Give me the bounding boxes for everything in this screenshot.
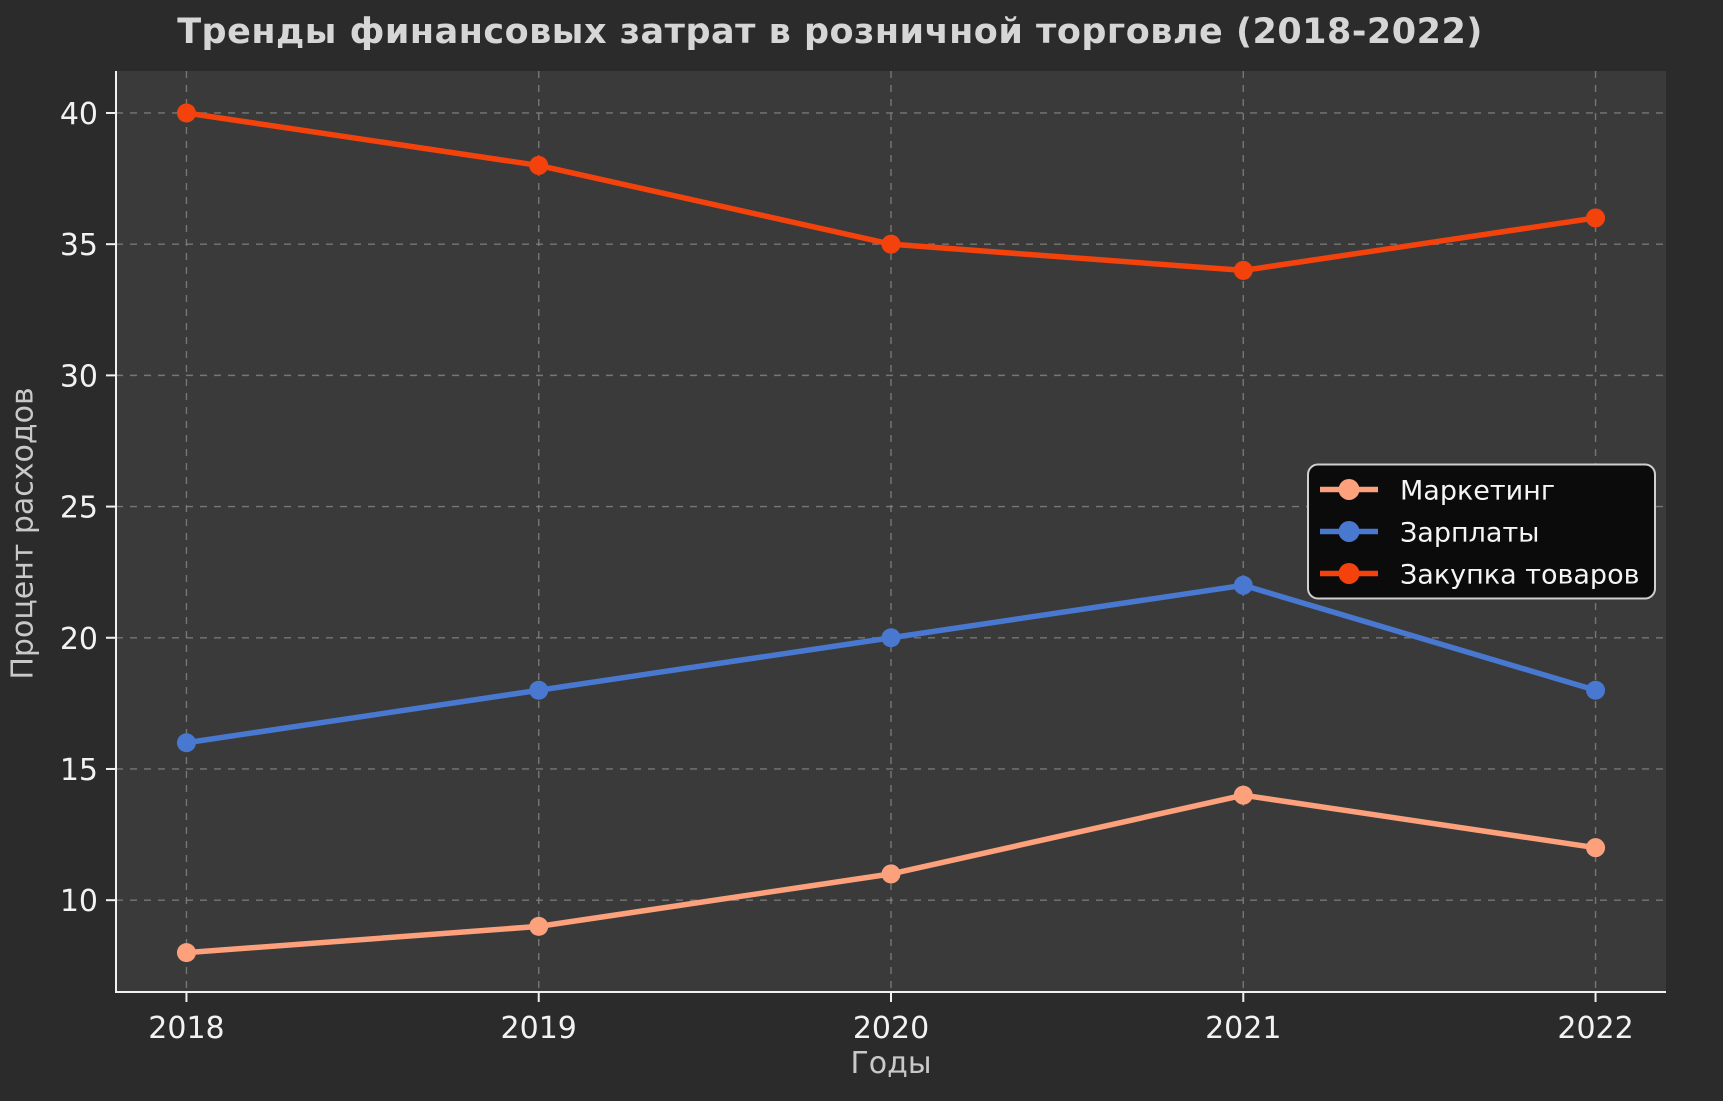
data-point xyxy=(1586,680,1606,700)
data-point xyxy=(529,155,549,175)
data-point xyxy=(176,103,196,123)
legend-swatch-marker xyxy=(1338,479,1360,500)
data-point xyxy=(176,733,196,753)
x-tick-label: 2020 xyxy=(853,1011,929,1046)
data-point xyxy=(529,916,549,936)
data-point xyxy=(881,864,901,884)
data-point xyxy=(176,943,196,963)
data-point xyxy=(1586,838,1606,858)
data-point xyxy=(881,628,901,648)
legend-label: Маркетинг xyxy=(1400,476,1555,507)
y-tick-label: 40 xyxy=(60,97,98,132)
legend-item: Зарплаты xyxy=(1320,518,1540,549)
data-point xyxy=(1233,785,1253,805)
y-tick-label: 20 xyxy=(60,622,98,657)
legend-label: Зарплаты xyxy=(1400,518,1540,549)
legend-item: Маркетинг xyxy=(1320,476,1555,507)
legend: Маркетинг Зарплаты Закупка товаров xyxy=(1307,463,1656,600)
legend-box xyxy=(1307,463,1656,600)
data-point xyxy=(1586,208,1606,228)
x-tick-label: 2018 xyxy=(148,1011,224,1046)
legend-label: Закупка товаров xyxy=(1400,560,1640,591)
y-tick-label: 25 xyxy=(60,491,98,526)
data-point xyxy=(1233,260,1253,280)
legend-item: Закупка товаров xyxy=(1320,560,1640,591)
x-tick-label: 2022 xyxy=(1557,1011,1633,1046)
y-tick-label: 15 xyxy=(60,753,98,788)
data-point xyxy=(1233,575,1253,595)
x-tick-label: 2021 xyxy=(1205,1011,1281,1046)
legend-swatch-marker xyxy=(1338,521,1360,542)
data-point xyxy=(881,234,901,254)
chart-title: Тренды финансовых затрат в розничной тор… xyxy=(177,12,1483,52)
data-point xyxy=(529,680,549,700)
legend-swatch-marker xyxy=(1338,563,1360,584)
x-tick-label: 2019 xyxy=(501,1011,577,1046)
y-tick-label: 10 xyxy=(60,884,98,919)
x-axis-label: Годы xyxy=(850,1046,932,1081)
y-axis-label: Процент расходов xyxy=(5,387,41,680)
y-tick-label: 30 xyxy=(60,359,98,394)
y-tick-label: 35 xyxy=(60,228,98,263)
